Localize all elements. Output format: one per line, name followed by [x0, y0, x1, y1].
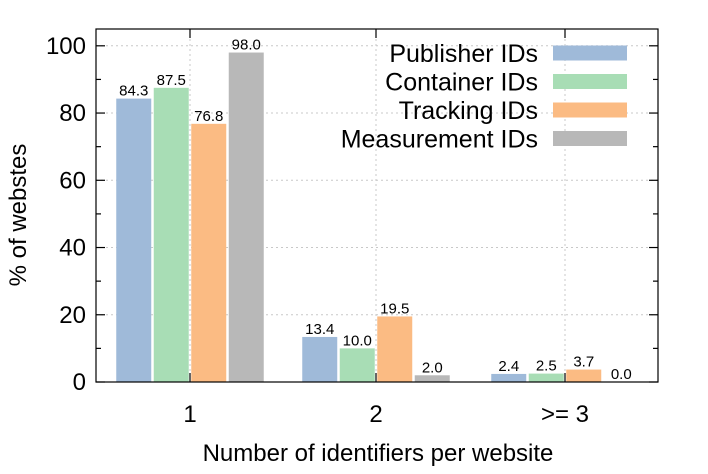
data-label: 13.4 [305, 321, 334, 338]
bar-tracking-ids-0 [191, 123, 227, 382]
grid-lines [96, 29, 658, 382]
x-axis-label: Number of identifiers per website [203, 440, 554, 467]
y-axis-label: % of webstes [5, 144, 32, 287]
data-label: 2.0 [422, 359, 443, 376]
bar-container-ids-0 [153, 87, 189, 382]
legend-label: Tracking IDs [399, 97, 538, 125]
bar-publisher-ids-1 [302, 336, 338, 382]
bar-publisher-ids-0 [116, 98, 152, 382]
y-tick-label: 0 [73, 369, 86, 396]
legend-swatch [553, 131, 627, 146]
bars [116, 52, 602, 383]
data-label: 0.0 [611, 366, 632, 383]
y-tick-label: 20 [59, 302, 86, 329]
x-tick-label: 2 [369, 401, 382, 428]
legend-label: Container IDs [385, 69, 538, 97]
bar-container-ids-2 [528, 373, 564, 382]
legend-swatch [553, 45, 627, 61]
bar-tracking-ids-2 [566, 369, 602, 382]
data-label: 76.8 [194, 108, 223, 125]
data-label: 10.0 [343, 332, 372, 349]
bar-measurement-ids-1 [414, 375, 450, 382]
y-tick-label: 40 [59, 235, 86, 262]
legend-swatch [553, 74, 627, 89]
axes: 0 20 40 60 80 100 1 2 >= 3 [46, 28, 659, 428]
plot-frame [95, 28, 659, 383]
data-labels: 84.3 87.5 76.8 98.0 13.4 10.0 19.5 2.0 2.4 2.5 3.7… [119, 37, 632, 383]
data-label: 3.7 [573, 354, 594, 371]
data-label: 2.4 [498, 358, 519, 375]
bar-tracking-ids-1 [377, 316, 413, 382]
bar-container-ids-1 [339, 348, 375, 382]
data-label: 84.3 [119, 83, 148, 100]
y-tick-label: 80 [59, 100, 86, 127]
data-label: 19.5 [380, 300, 409, 317]
data-label: 2.5 [536, 358, 557, 375]
data-label: 87.5 [157, 72, 186, 89]
y-tick-label: 100 [46, 33, 86, 60]
legend-swatch [553, 102, 627, 118]
legend-label: Measurement IDs [341, 126, 538, 154]
y-tick-label: 60 [59, 167, 86, 194]
legend-label: Publisher IDs [389, 40, 538, 68]
data-label: 98.0 [232, 37, 261, 54]
bar-publisher-ids-2 [491, 373, 527, 382]
x-tick-label: 1 [183, 401, 196, 428]
bar-measurement-ids-0 [228, 52, 264, 383]
x-tick-label: >= 3 [541, 401, 589, 428]
